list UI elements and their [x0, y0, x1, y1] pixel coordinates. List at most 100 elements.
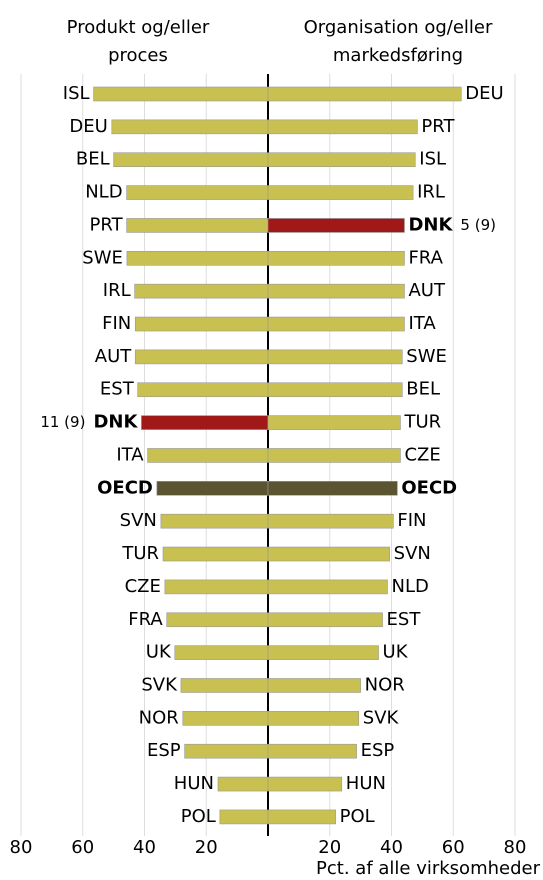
bar [267, 251, 405, 266]
x-tick-label: 60 [71, 837, 94, 858]
bar [166, 612, 269, 628]
category-label: SVK [141, 674, 178, 695]
bar [267, 546, 390, 562]
category-label: FRA [408, 247, 443, 268]
bar [267, 448, 401, 463]
category-label: HUN [346, 773, 386, 794]
bar [267, 481, 398, 496]
bar [267, 776, 343, 792]
panel-title: markedsføring [333, 45, 463, 66]
bar [267, 218, 405, 233]
panel-title: Organisation og/eller [304, 17, 493, 38]
category-label: ISL [63, 83, 90, 104]
category-label: OECD [97, 477, 153, 498]
bar [162, 546, 269, 562]
category-label: ISL [419, 149, 446, 170]
category-label: FRA [128, 609, 163, 630]
bar [267, 152, 416, 168]
bar [267, 382, 403, 398]
category-label: ESP [147, 740, 181, 761]
category-label: IRL [417, 182, 445, 203]
bar [134, 283, 269, 299]
bar [217, 776, 269, 792]
category-label: SWE [82, 247, 123, 268]
bar [111, 119, 269, 135]
bar [93, 86, 269, 102]
x-tick-label: 80 [10, 837, 33, 858]
panel-title: proces [108, 45, 168, 66]
category-label: AUT [408, 280, 445, 301]
category-label: BEL [76, 149, 110, 170]
bar [134, 349, 269, 365]
category-label: FIN [102, 313, 131, 334]
bar [267, 513, 394, 529]
bar [267, 743, 357, 759]
bar [267, 711, 360, 726]
bar [267, 316, 405, 332]
bar [267, 678, 361, 693]
category-label: SWE [406, 346, 447, 367]
category-label: IRL [103, 280, 131, 301]
x-tick-label: 40 [133, 837, 156, 858]
category-label: AUT [95, 346, 132, 367]
bar [137, 382, 269, 398]
category-label: SVK [363, 707, 400, 728]
category-label: NLD [85, 182, 122, 203]
bar [267, 579, 388, 595]
category-label: POL [181, 806, 216, 827]
bar [267, 283, 405, 299]
category-label: UK [383, 642, 409, 663]
bar [174, 645, 269, 660]
category-label: ITA [116, 444, 144, 465]
category-label: POL [340, 806, 375, 827]
bar [126, 218, 269, 233]
category-label: TUR [403, 412, 441, 433]
bar [184, 743, 269, 759]
bar [267, 86, 462, 102]
x-axis-label: Pct. af alle virksomheder [316, 858, 541, 879]
bar [267, 119, 418, 135]
category-label: UK [146, 642, 172, 663]
x-tick-label: 60 [442, 837, 465, 858]
bar [134, 316, 269, 332]
bar [182, 711, 269, 726]
category-label: NLD [391, 576, 428, 597]
bar [267, 185, 414, 200]
bar [156, 481, 269, 496]
category-label: TUR [121, 543, 159, 564]
bar [147, 448, 269, 463]
category-label: EST [100, 379, 135, 400]
bar [126, 251, 269, 266]
bar [219, 809, 269, 825]
bar [267, 415, 401, 430]
x-tick-label: 80 [504, 837, 527, 858]
bar [267, 612, 383, 628]
bar [164, 579, 269, 595]
category-label: DNK [408, 214, 453, 235]
category-label: CZE [404, 444, 440, 465]
bar [267, 809, 336, 825]
panel-title: Produkt og/eller [67, 17, 210, 38]
category-label: SVN [120, 510, 157, 531]
bar [113, 152, 269, 168]
category-label: EST [387, 609, 422, 630]
category-label: PRT [421, 116, 455, 137]
category-label: DNK [93, 412, 138, 433]
category-label: ITA [408, 313, 436, 334]
category-label: NOR [365, 674, 405, 695]
bar [141, 415, 269, 430]
x-tick-label: 20 [195, 837, 218, 858]
x-tick-label: 20 [318, 837, 341, 858]
category-label: DEU [69, 116, 107, 137]
x-tick-label: 40 [380, 837, 403, 858]
category-label: BEL [406, 379, 440, 400]
bar [160, 513, 269, 529]
bar [267, 349, 403, 365]
category-label: SVN [394, 543, 431, 564]
category-label: HUN [174, 773, 214, 794]
bar [126, 185, 269, 200]
category-label: FIN [397, 510, 426, 531]
category-label: NOR [139, 707, 179, 728]
category-label: CZE [125, 576, 161, 597]
